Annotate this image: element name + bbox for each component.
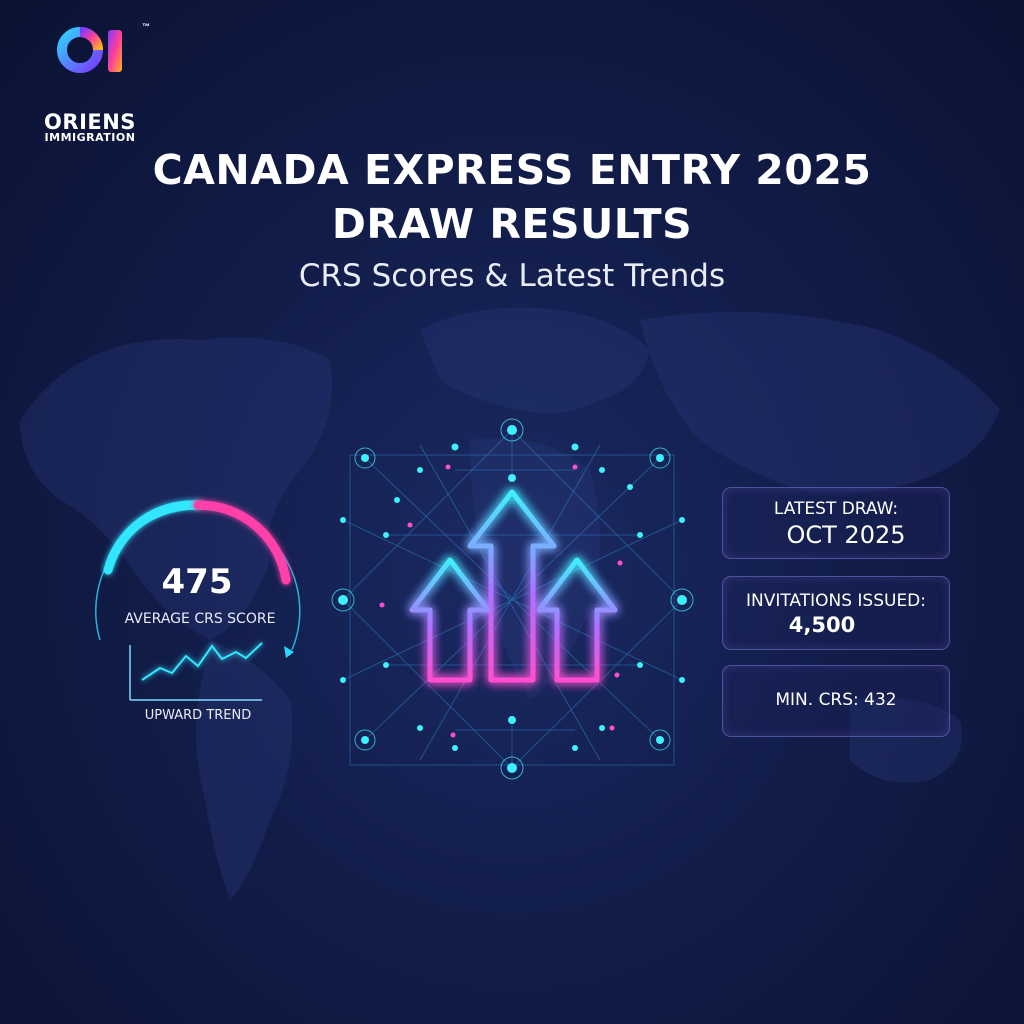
network-nodes — [338, 425, 687, 773]
network-nodes-pink — [379, 464, 623, 738]
logo-name: ORIENS — [44, 110, 136, 134]
page-title-line-1: CANADA EXPRESS ENTRY 2025 — [152, 146, 872, 194]
logo-subtitle: IMMIGRATION — [44, 131, 136, 144]
invitations-value: 4,500 — [788, 613, 856, 637]
page-title-line-2: DRAW RESULTS — [331, 200, 693, 248]
oriens-logo[interactable]: ™ ORIENS IMMIGRATION — [20, 22, 165, 144]
average-crs-label: AVERAGE CRS SCORE — [124, 611, 276, 627]
invitations-card: INVITATIONS ISSUED: 4,500 — [722, 576, 950, 650]
logo-mark-icon — [57, 27, 122, 73]
min-crs-label: MIN. CRS: 432 — [775, 690, 897, 710]
min-crs-card: MIN. CRS: 432 — [722, 665, 950, 737]
network-node-rings — [331, 418, 694, 780]
average-crs-value: 475 — [161, 562, 233, 602]
latest-draw-value: OCT 2025 — [786, 521, 906, 549]
page-subtitle: CRS Scores & Latest Trends — [298, 258, 726, 294]
latest-draw-card: LATEST DRAW: OCT 2025 — [722, 487, 950, 559]
trademark-symbol: ™ — [142, 22, 150, 31]
network-frame — [342, 429, 683, 769]
invitations-label: INVITATIONS ISSUED: — [745, 591, 927, 611]
latest-draw-label: LATEST DRAW: — [773, 499, 899, 519]
up-arrows-icon — [409, 489, 618, 683]
upward-trend-label: UPWARD TREND — [144, 708, 252, 723]
